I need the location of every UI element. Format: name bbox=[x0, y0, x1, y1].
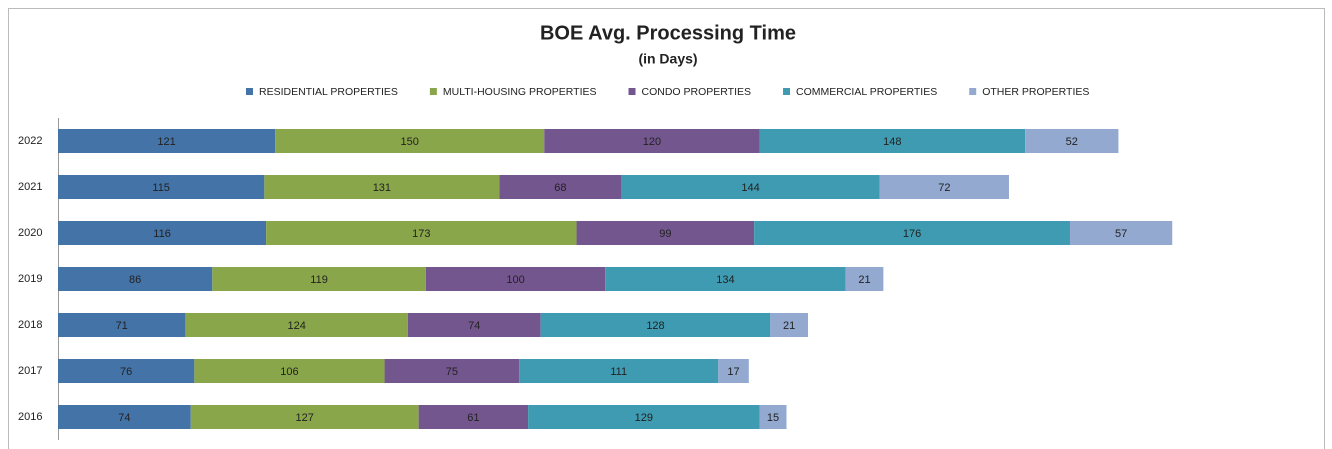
bar-segment bbox=[58, 267, 213, 291]
bar-segment bbox=[212, 267, 426, 291]
data-label: 86 bbox=[129, 274, 141, 286]
data-label: 115 bbox=[152, 182, 170, 194]
bar-segment bbox=[754, 221, 1070, 245]
data-label: 176 bbox=[903, 228, 921, 240]
data-label: 116 bbox=[153, 228, 171, 240]
bar-segment bbox=[1025, 129, 1119, 153]
data-label: 131 bbox=[373, 182, 391, 194]
bar-segment bbox=[576, 221, 755, 245]
data-label: 21 bbox=[783, 320, 795, 332]
data-label: 124 bbox=[287, 320, 305, 332]
bar-segment bbox=[194, 359, 385, 383]
data-label: 148 bbox=[883, 136, 901, 148]
data-label: 75 bbox=[446, 366, 458, 378]
y-tick-label: 2017 bbox=[18, 365, 42, 377]
bar-segment bbox=[264, 175, 500, 199]
bar-segment bbox=[384, 359, 520, 383]
chart-subtitle: (in Days) bbox=[638, 51, 697, 67]
bar-segment bbox=[605, 267, 846, 291]
legend-swatch bbox=[783, 88, 791, 95]
bar-segment bbox=[621, 175, 880, 199]
data-label: 144 bbox=[741, 182, 759, 194]
bar-segment bbox=[58, 359, 195, 383]
bar-segment bbox=[425, 267, 606, 291]
y-tick-label: 2019 bbox=[18, 273, 42, 285]
data-label: 173 bbox=[412, 228, 430, 240]
data-label: 57 bbox=[1115, 228, 1127, 240]
bar-segment bbox=[275, 129, 545, 153]
data-label: 106 bbox=[280, 366, 298, 378]
data-label: 74 bbox=[468, 320, 480, 332]
data-label: 15 bbox=[767, 412, 779, 424]
legend-label: CONDO PROPERTIES bbox=[642, 86, 752, 98]
y-tick-label: 2022 bbox=[18, 135, 42, 147]
bar-segment bbox=[718, 359, 749, 383]
data-label: 134 bbox=[716, 274, 734, 286]
bar-segment bbox=[1069, 221, 1173, 245]
data-label: 128 bbox=[646, 320, 664, 332]
y-tick-label: 2018 bbox=[18, 319, 42, 331]
bar-segment bbox=[845, 267, 884, 291]
bar-segment bbox=[185, 313, 408, 337]
y-tick-label: 2020 bbox=[18, 227, 42, 239]
bar-segment bbox=[58, 221, 267, 245]
bar-segment bbox=[58, 129, 276, 153]
data-label: 127 bbox=[296, 412, 314, 424]
legend-swatch bbox=[969, 88, 977, 95]
data-label: 17 bbox=[727, 366, 739, 378]
bar-segment bbox=[544, 129, 760, 153]
data-label: 99 bbox=[659, 228, 671, 240]
legend-label: MULTI-HOUSING PROPERTIES bbox=[443, 86, 597, 98]
legend-label: COMMERCIAL PROPERTIES bbox=[796, 86, 937, 98]
data-label: 61 bbox=[467, 412, 479, 424]
bar-segment bbox=[407, 313, 541, 337]
bar-segment bbox=[540, 313, 771, 337]
bar-segment bbox=[759, 129, 1026, 153]
data-label: 76 bbox=[120, 366, 132, 378]
bar-segment bbox=[266, 221, 577, 245]
data-label: 71 bbox=[116, 320, 128, 332]
bar-segment bbox=[418, 405, 529, 429]
data-label: 150 bbox=[401, 136, 419, 148]
bar-segment bbox=[770, 313, 809, 337]
bar-segment bbox=[519, 359, 719, 383]
bar-segment bbox=[499, 175, 622, 199]
legend-swatch bbox=[246, 88, 253, 95]
data-label: 120 bbox=[643, 136, 661, 148]
bar-segment bbox=[58, 175, 265, 199]
bar-segment bbox=[190, 405, 419, 429]
y-tick-label: 2021 bbox=[18, 181, 42, 193]
bar-segment bbox=[58, 313, 186, 337]
data-label: 100 bbox=[506, 274, 524, 286]
bar-segment bbox=[879, 175, 1009, 199]
data-label: 121 bbox=[157, 136, 175, 148]
data-label: 68 bbox=[554, 182, 566, 194]
bar-segment bbox=[759, 405, 787, 429]
bar-segment bbox=[528, 405, 760, 429]
legend-label: RESIDENTIAL PROPERTIES bbox=[259, 86, 398, 98]
data-label: 74 bbox=[118, 412, 130, 424]
y-tick-label: 2016 bbox=[18, 411, 42, 423]
legend-label: OTHER PROPERTIES bbox=[982, 86, 1089, 98]
data-label: 129 bbox=[635, 412, 653, 424]
bar-segment bbox=[58, 405, 191, 429]
data-label: 72 bbox=[938, 182, 950, 194]
legend-swatch bbox=[628, 88, 636, 95]
data-label: 119 bbox=[310, 274, 328, 286]
chart-title: BOE Avg. Processing Time bbox=[540, 22, 796, 44]
data-label: 111 bbox=[610, 366, 627, 378]
data-label: 21 bbox=[858, 274, 870, 286]
data-label: 52 bbox=[1066, 136, 1078, 148]
legend-swatch bbox=[429, 88, 437, 95]
